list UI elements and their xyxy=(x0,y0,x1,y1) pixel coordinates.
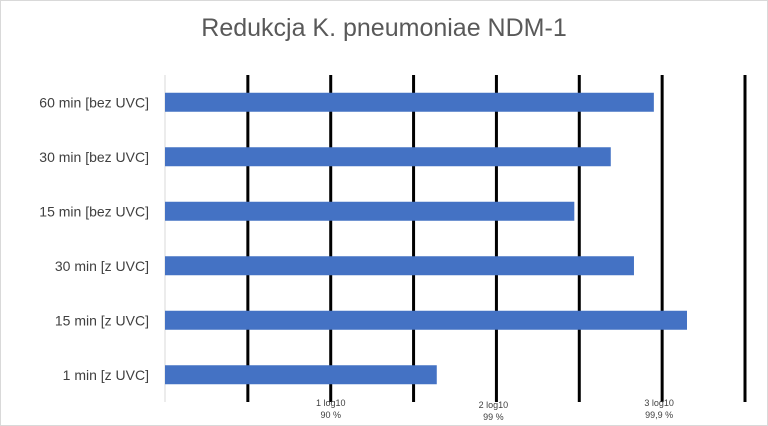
bar-0 xyxy=(165,92,654,112)
category-label-4: 15 min [z UVC] xyxy=(55,312,149,328)
category-label-2: 15 min [bez UVC] xyxy=(39,203,149,219)
category-label-5: 1 min [z UVC] xyxy=(63,367,149,383)
bar-2 xyxy=(165,201,575,221)
tick-label-2-percent: 99 % xyxy=(483,412,504,422)
chart-title: Redukcja K. pneumoniae NDM-1 xyxy=(201,14,567,42)
category-labels: 60 min [bez UVC] 30 min [bez UVC] 15 min [… xyxy=(39,94,149,383)
tick-label-2-log: 2 log10 xyxy=(479,400,509,410)
bar-3 xyxy=(165,256,634,276)
tick-label-3-percent: 99,9 % xyxy=(645,410,673,420)
tick-label-1-percent: 90 % xyxy=(320,410,341,420)
tick-labels: 1 log10 90 % 2 log10 99 % 3 log10 99,9 % xyxy=(316,398,674,422)
category-label-1: 30 min [bez UVC] xyxy=(39,149,149,165)
bar-5 xyxy=(165,365,437,385)
tick-label-3-log: 3 log10 xyxy=(644,398,674,408)
bar-1 xyxy=(165,147,611,167)
tick-label-1-log: 1 log10 xyxy=(316,398,346,408)
category-label-3: 30 min [z UVC] xyxy=(55,258,149,274)
gridlines xyxy=(164,75,747,402)
bar-4 xyxy=(165,310,687,330)
bars xyxy=(165,92,687,385)
category-label-0: 60 min [bez UVC] xyxy=(39,94,149,110)
